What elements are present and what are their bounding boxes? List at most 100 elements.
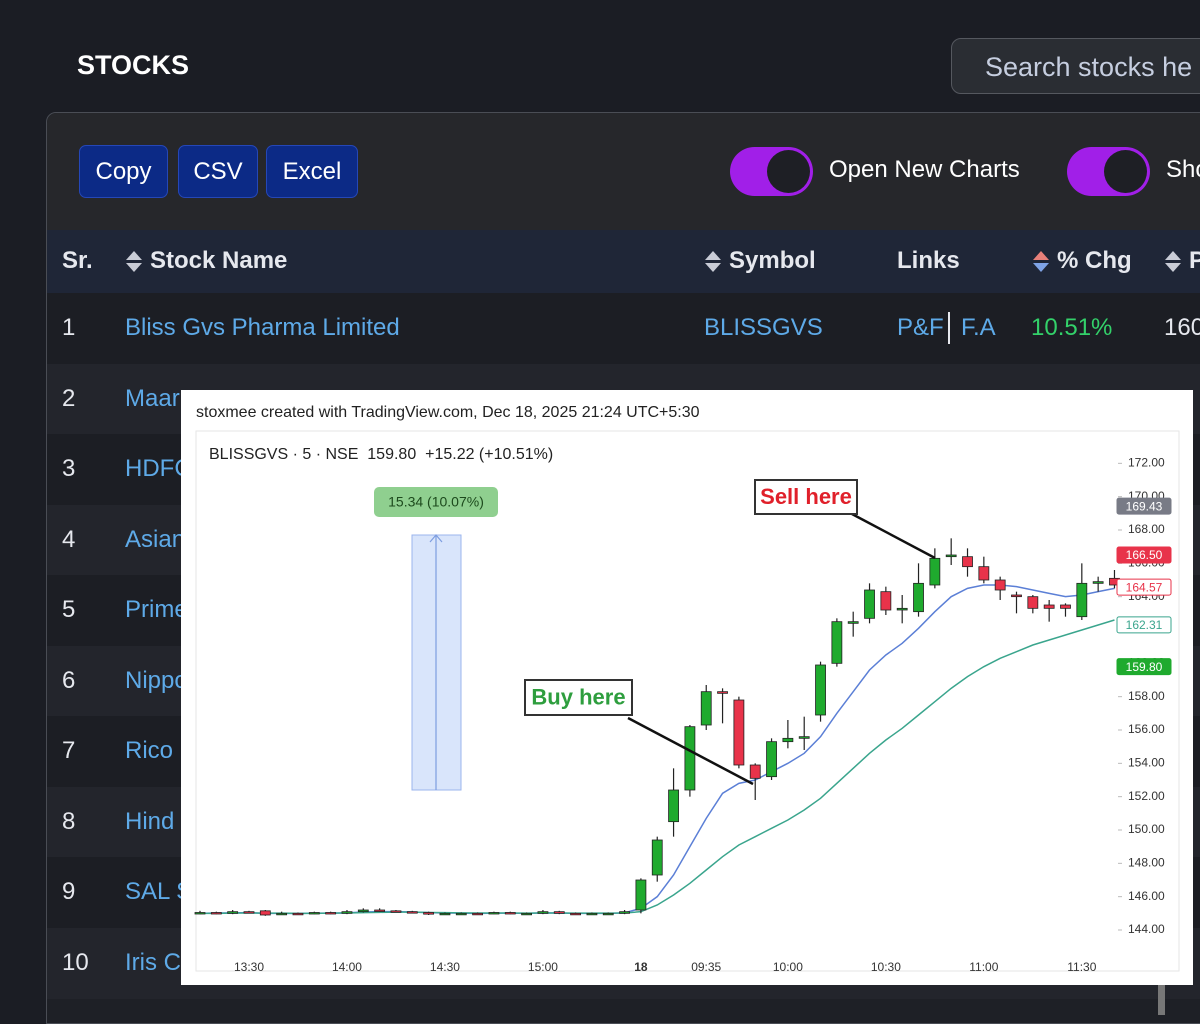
stock-name[interactable]: Prime — [125, 596, 188, 623]
sort-icon — [1165, 263, 1181, 272]
candle-body — [864, 589, 875, 619]
stock-symbol: BLISSGVS — [704, 314, 823, 341]
candle-body — [537, 911, 549, 914]
percent-change: 10.51% — [1031, 314, 1113, 341]
annotation-pointer — [851, 512, 936, 560]
stock-name[interactable]: Nippo — [125, 666, 188, 694]
link[interactable]: P&F — [897, 314, 944, 341]
y-tick-label: 154.00 — [1128, 756, 1165, 770]
x-tick-label: 11:30 — [1067, 960, 1096, 974]
candle-body — [276, 912, 288, 916]
chart-frame — [195, 430, 1180, 972]
stock-name[interactable]: Hind — [125, 807, 175, 835]
y-tick-label: 168.00 — [1128, 522, 1165, 536]
candle-body — [651, 839, 663, 876]
y-tick-label: 144.00 — [1128, 922, 1165, 936]
sort-icon — [126, 263, 142, 272]
price-tag — [1116, 546, 1172, 564]
price: 160 — [1164, 314, 1200, 341]
toggle-label: Open New Charts — [829, 156, 1020, 183]
price-tag — [1116, 658, 1172, 676]
row-number: 5 — [62, 596, 76, 623]
candle-body — [1043, 604, 1055, 609]
y-tick-label: 148.00 — [1128, 856, 1165, 870]
candle-body — [570, 912, 581, 916]
x-tick-label: 14:00 — [332, 960, 362, 974]
y-tick-label: 172.00 — [1128, 456, 1165, 470]
column-header: Symbol — [729, 247, 816, 274]
candle-body — [357, 909, 369, 913]
chart-attribution: stoxmee created with TradingView.com, De… — [196, 404, 700, 421]
candle-body — [798, 736, 810, 739]
button[interactable]: CSV — [178, 145, 258, 198]
annotation-box — [524, 679, 633, 716]
candle-body — [553, 911, 565, 914]
candle-body — [227, 911, 239, 914]
candle-body — [243, 911, 255, 914]
candle-body — [994, 579, 1006, 591]
candle-body — [504, 912, 516, 915]
button[interactable]: Copy — [79, 145, 168, 198]
stock-name[interactable]: Rico — [125, 737, 174, 764]
candle-body — [455, 912, 467, 916]
candle-body — [1076, 582, 1088, 618]
stock-name[interactable]: Bliss Gvs Pharma Limited — [125, 314, 400, 341]
y-tick-label: 156.00 — [1128, 722, 1165, 736]
row-number: 6 — [62, 666, 76, 694]
toggle-knob — [1104, 150, 1147, 193]
y-tick-label: 152.00 — [1128, 789, 1165, 803]
x-tick-label: 10:30 — [871, 960, 901, 974]
candle-body — [913, 582, 924, 613]
column-header: Links — [897, 247, 960, 274]
price-tag-label: 159.80 — [1126, 660, 1163, 674]
x-tick-label: 13:30 — [234, 960, 264, 974]
x-tick-label: 11:00 — [969, 960, 998, 974]
row-number: 4 — [62, 525, 76, 553]
candle-body — [896, 607, 908, 611]
row-number: 10 — [62, 948, 89, 976]
candle-body — [308, 912, 320, 915]
candle-body — [1027, 596, 1039, 609]
candle-body — [1060, 604, 1071, 609]
link[interactable]: F.A — [961, 314, 996, 341]
candle-body — [749, 764, 761, 779]
candle-body — [929, 557, 941, 586]
sort-icon — [1033, 263, 1049, 272]
candle-body — [978, 566, 990, 581]
stock-name[interactable]: HDFC — [125, 455, 192, 482]
candle-body — [374, 909, 386, 912]
y-tick-label: 150.00 — [1128, 822, 1165, 836]
sort-icon — [1165, 251, 1181, 260]
candle-body — [733, 699, 745, 766]
price-tag-label: 164.57 — [1126, 580, 1163, 594]
candle-body — [341, 911, 353, 914]
chart-panel — [181, 390, 1193, 985]
toggle-knob — [767, 150, 810, 193]
row-number: 2 — [62, 384, 76, 412]
candle-body — [831, 621, 843, 664]
stock-name[interactable]: Iris C — [125, 948, 181, 976]
button[interactable]: Excel — [266, 145, 358, 198]
x-tick-label: 14:30 — [430, 960, 460, 974]
stock-name[interactable]: Asian — [125, 525, 186, 553]
measure-label: 15.34 (10.07%) — [388, 494, 484, 510]
column-header: Sr. — [62, 247, 93, 274]
measure-label-box — [374, 487, 498, 517]
candle-body — [766, 741, 777, 778]
annotation-box — [754, 479, 858, 515]
link-separator — [948, 312, 950, 344]
annotation-text: Buy here — [531, 684, 625, 709]
x-tick-label: 15:00 — [528, 960, 558, 974]
stock-name[interactable]: Maar — [125, 384, 180, 412]
search-box[interactable]: Search stocks he — [951, 38, 1200, 94]
row-number: 7 — [62, 737, 76, 764]
candle-body — [472, 912, 484, 916]
moving-average-line — [200, 619, 1115, 915]
candle-body — [700, 691, 712, 726]
candle-body — [521, 912, 532, 916]
y-tick-label: 158.00 — [1128, 689, 1165, 703]
annotation-text: Sell here — [760, 484, 852, 509]
price-tag — [1116, 616, 1172, 634]
column-header: P — [1189, 247, 1200, 274]
